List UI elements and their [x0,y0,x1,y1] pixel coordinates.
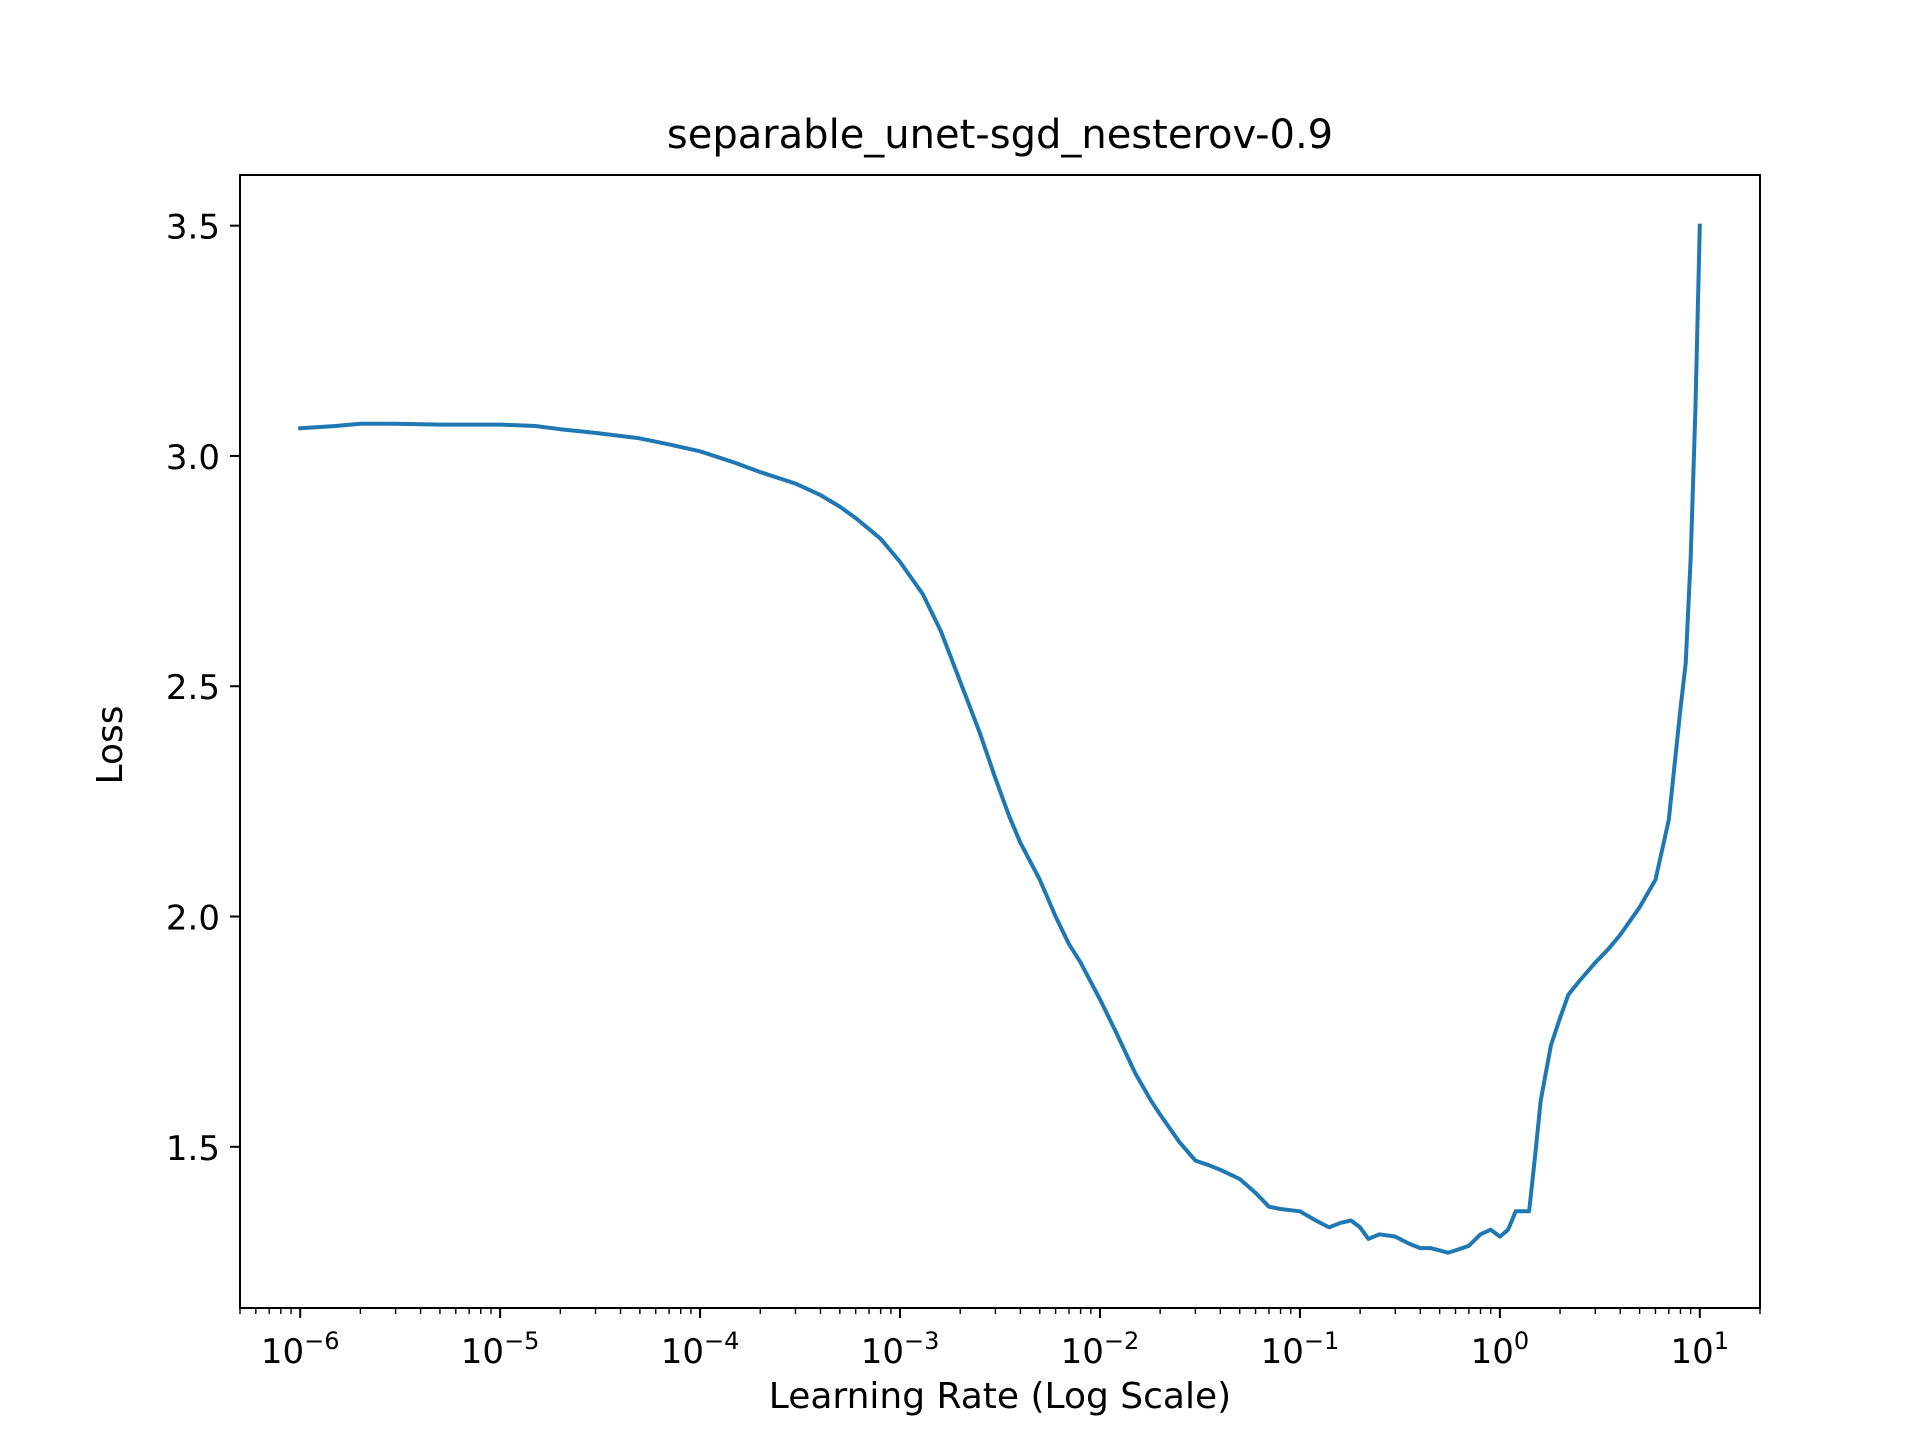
x-axis-label: Learning Rate (Log Scale) [769,1376,1231,1417]
y-axis-label: Loss [90,706,131,785]
y-tick-label: 1.5 [166,1129,220,1169]
y-tick-label: 3.5 [166,208,220,248]
y-tick-label: 2.0 [166,899,220,939]
x-tick-label: 10−5 [461,1327,540,1372]
x-tick-label: 10−4 [661,1327,740,1372]
y-axis-ticks: 1.5 2.0 2.5 3.0 3.5 [166,208,240,1169]
y-tick-label: 3.0 [166,438,220,478]
chart-title: separable_unet-sgd_nesterov-0.9 [667,112,1333,158]
plot-area: 1.5 2.0 2.5 3.0 3.5 10−6 10−5 10−4 10−3 10−2 10−1… [166,174,1761,1372]
x-tick-label: 10−3 [861,1327,940,1372]
x-tick-label: 101 [1671,1327,1730,1372]
x-axis-ticks: 10−6 10−5 10−4 10−3 10−2 10−1 100 101 [261,1308,1729,1372]
x-tick-label: 10−6 [261,1327,340,1372]
loss-series-line [298,223,1702,1255]
y-tick-label: 2.5 [166,668,220,708]
x-tick-label: 10−1 [1261,1327,1340,1372]
axes-frame [239,174,1761,1309]
x-tick-label: 100 [1471,1327,1530,1372]
x-tick-label: 10−2 [1061,1327,1140,1372]
